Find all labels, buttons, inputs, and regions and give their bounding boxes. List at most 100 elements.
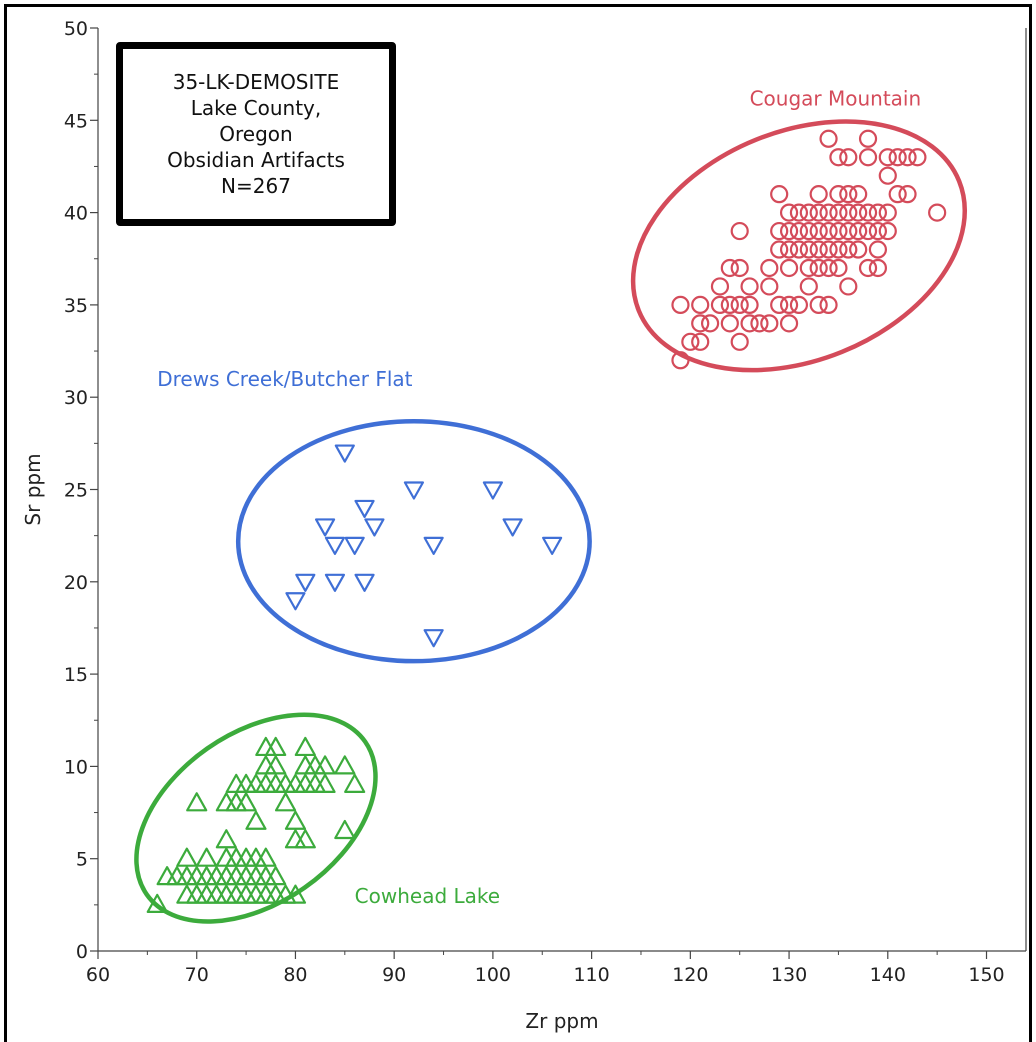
data-point xyxy=(849,203,868,222)
data-point xyxy=(730,221,749,241)
data-point xyxy=(314,755,336,775)
data-point xyxy=(839,203,858,222)
data-point xyxy=(829,148,848,167)
data-point xyxy=(829,240,848,259)
y-tick-label: 45 xyxy=(64,110,88,132)
data-point xyxy=(304,773,326,793)
data-point xyxy=(878,148,897,167)
data-point xyxy=(324,573,346,592)
data-point xyxy=(482,481,503,500)
data-point xyxy=(691,295,710,314)
data-point xyxy=(284,810,307,830)
x-tick-label: 90 xyxy=(382,964,406,986)
data-point xyxy=(760,258,779,278)
data-point xyxy=(789,203,809,222)
group-labels: Cougar Mountain Drews Creek/Butcher Flat C… xyxy=(157,87,921,908)
group-ellipses xyxy=(134,119,968,924)
data-point xyxy=(245,773,267,793)
y-tick-label: 20 xyxy=(64,572,88,594)
data-point xyxy=(819,221,838,241)
data-point xyxy=(215,884,237,904)
group-ellipse xyxy=(630,119,968,373)
data-point xyxy=(819,258,838,278)
data-point xyxy=(849,221,868,241)
data-point xyxy=(245,866,267,886)
x-tick-label: 110 xyxy=(573,964,609,986)
data-point xyxy=(245,884,267,904)
x-tick-label: 130 xyxy=(771,964,807,986)
site-info-box: 35-LK-DEMOSITE Lake County, Oregon Obsid… xyxy=(116,42,396,226)
info-line: N=267 xyxy=(221,174,291,198)
data-point xyxy=(770,221,789,241)
data-point xyxy=(265,736,287,757)
data-point xyxy=(186,866,208,886)
data-point xyxy=(799,203,818,222)
x-tick-label: 120 xyxy=(672,964,708,986)
info-line: Obsidian Artifacts xyxy=(167,148,345,172)
data-point xyxy=(858,258,878,278)
data-point xyxy=(176,847,198,867)
data-point xyxy=(215,829,237,849)
data-point xyxy=(294,773,316,793)
data-point xyxy=(779,258,799,278)
data-point xyxy=(789,240,809,259)
data-point xyxy=(364,518,385,537)
data-point xyxy=(403,481,425,500)
data-point xyxy=(760,314,779,333)
data-point xyxy=(770,295,789,314)
data-point xyxy=(215,847,237,867)
data-point xyxy=(898,185,917,204)
data-point xyxy=(710,295,730,314)
data-point xyxy=(344,773,366,793)
data-point xyxy=(770,185,789,204)
data-point xyxy=(235,866,257,886)
data-point xyxy=(294,755,316,775)
data-point xyxy=(166,866,188,886)
data-point xyxy=(284,884,307,904)
data-point xyxy=(819,295,838,314)
data-point xyxy=(809,221,828,241)
data-point xyxy=(868,240,888,259)
data-point xyxy=(849,240,868,259)
x-axis-title: Zr ppm xyxy=(525,1009,598,1033)
data-point xyxy=(265,773,287,793)
data-point xyxy=(294,829,316,849)
data-point xyxy=(334,819,356,840)
data-point xyxy=(255,755,277,775)
y-tick-label: 50 xyxy=(64,18,88,40)
data-point xyxy=(829,221,848,241)
data-point xyxy=(730,332,749,351)
data-point xyxy=(799,221,818,241)
data-point xyxy=(671,351,690,370)
data-point xyxy=(255,736,277,757)
x-tick-label: 70 xyxy=(185,964,209,986)
data-point xyxy=(839,185,858,204)
data-point xyxy=(858,203,878,222)
data-point xyxy=(740,277,759,296)
y-tick-label: 10 xyxy=(64,756,88,778)
data-point xyxy=(839,221,858,241)
data-point xyxy=(849,185,868,204)
axes: 60 70 80 90 100 110 120 130 140 150 0 5 10 15 20 25 30 35… xyxy=(21,18,1027,1033)
data-point xyxy=(314,518,336,537)
data-point xyxy=(750,314,769,333)
data-point xyxy=(878,166,897,185)
data-point xyxy=(839,148,858,167)
data-point xyxy=(314,773,336,793)
series-label: Cougar Mountain xyxy=(750,87,922,111)
data-point xyxy=(839,277,858,296)
data-point xyxy=(720,314,739,333)
data-point xyxy=(839,240,858,259)
info-line: 35-LK-DEMOSITE xyxy=(172,70,340,94)
data-point xyxy=(255,773,277,793)
data-point xyxy=(195,884,218,904)
data-point xyxy=(334,444,355,463)
data-point xyxy=(235,792,257,812)
data-point xyxy=(156,866,178,886)
data-point xyxy=(779,295,799,314)
data-point xyxy=(225,773,247,793)
data-point xyxy=(720,295,739,314)
data-point xyxy=(186,792,208,812)
data-point xyxy=(809,185,828,204)
